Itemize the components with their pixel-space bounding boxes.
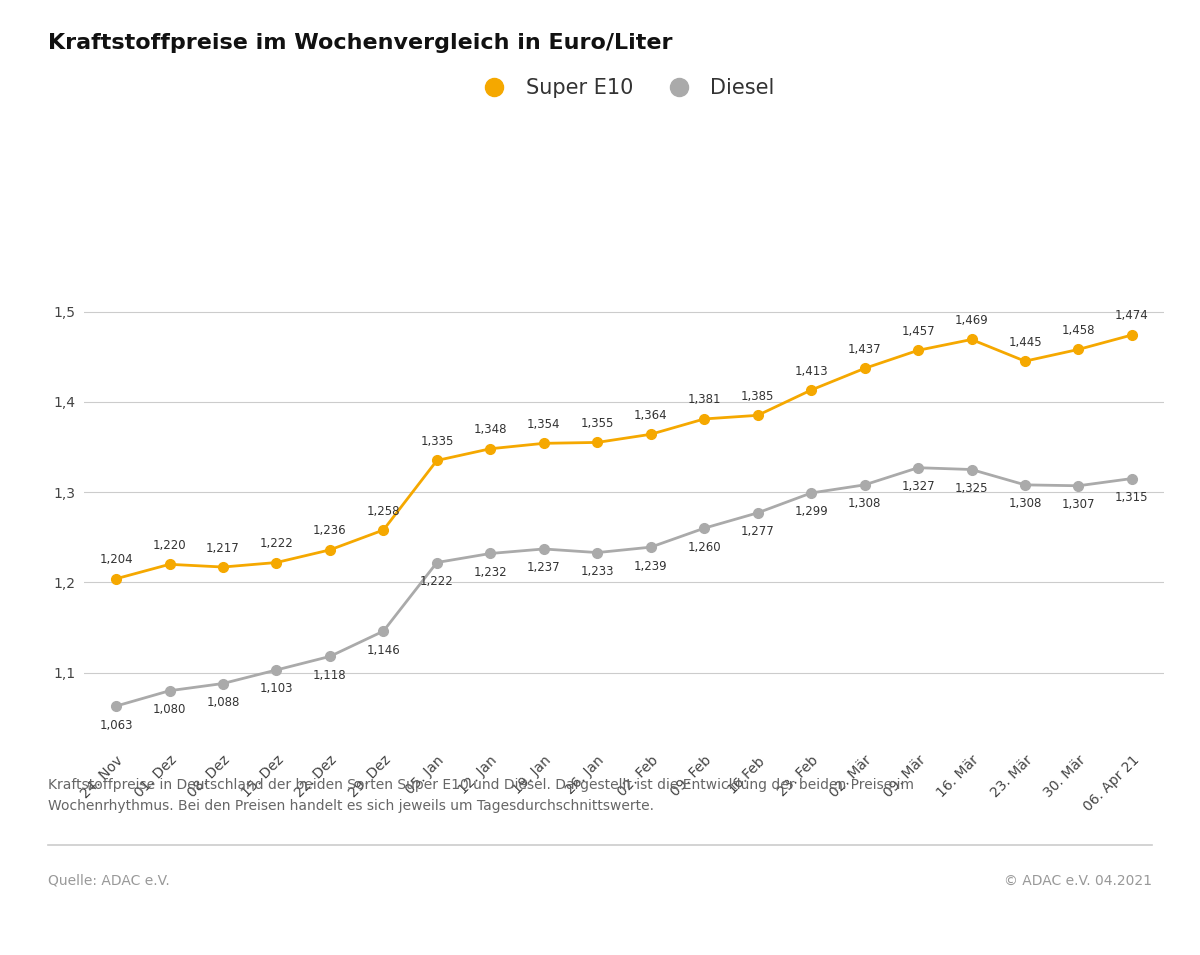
Text: 1,237: 1,237 — [527, 562, 560, 575]
Text: 1,355: 1,355 — [581, 417, 614, 430]
Text: 1,308: 1,308 — [848, 498, 881, 510]
Legend: Super E10, Diesel: Super E10, Diesel — [466, 70, 782, 107]
Text: 1,103: 1,103 — [259, 683, 293, 695]
Text: 1,364: 1,364 — [634, 409, 667, 422]
Text: 1,354: 1,354 — [527, 418, 560, 431]
Text: 1,413: 1,413 — [794, 365, 828, 377]
Text: 1,381: 1,381 — [688, 393, 721, 407]
Text: Kraftstoffpreise in Deutschland der beiden Sorten Super E10 und Diesel. Dargeste: Kraftstoffpreise in Deutschland der beid… — [48, 778, 914, 793]
Text: 1,348: 1,348 — [474, 423, 508, 436]
Text: 1,260: 1,260 — [688, 541, 721, 554]
Text: 1,469: 1,469 — [955, 314, 989, 327]
Text: 1,385: 1,385 — [740, 390, 774, 403]
Text: 1,258: 1,258 — [367, 504, 400, 518]
Text: 1,063: 1,063 — [100, 718, 133, 732]
Text: Wochenrhythmus. Bei den Preisen handelt es sich jeweils um Tagesdurchschnittswer: Wochenrhythmus. Bei den Preisen handelt … — [48, 799, 654, 814]
Text: Kraftstoffpreise im Wochenvergleich in Euro/Liter: Kraftstoffpreise im Wochenvergleich in E… — [48, 33, 672, 53]
Text: 1,204: 1,204 — [100, 553, 133, 566]
Text: 1,217: 1,217 — [206, 541, 240, 555]
Text: 1,080: 1,080 — [152, 703, 186, 716]
Text: 1,088: 1,088 — [206, 696, 240, 709]
Text: 1,474: 1,474 — [1115, 309, 1148, 323]
Text: 1,232: 1,232 — [474, 566, 508, 579]
Text: 1,307: 1,307 — [1062, 499, 1096, 511]
Text: 1,299: 1,299 — [794, 505, 828, 519]
Text: 1,445: 1,445 — [1008, 335, 1042, 349]
Text: 1,308: 1,308 — [1008, 498, 1042, 510]
Text: 1,437: 1,437 — [847, 343, 882, 356]
Text: 1,146: 1,146 — [366, 644, 401, 657]
Text: 1,233: 1,233 — [581, 565, 614, 578]
Text: 1,457: 1,457 — [901, 325, 935, 338]
Text: 1,315: 1,315 — [1115, 491, 1148, 504]
Text: © ADAC e.V. 04.2021: © ADAC e.V. 04.2021 — [1004, 874, 1152, 888]
Text: 1,327: 1,327 — [901, 480, 935, 493]
Text: 1,118: 1,118 — [313, 668, 347, 682]
Text: Quelle: ADAC e.V.: Quelle: ADAC e.V. — [48, 874, 169, 888]
Text: 1,458: 1,458 — [1062, 324, 1096, 337]
Text: 1,335: 1,335 — [420, 435, 454, 448]
Text: 1,277: 1,277 — [740, 525, 774, 539]
Text: 1,236: 1,236 — [313, 524, 347, 538]
Text: 1,222: 1,222 — [420, 575, 454, 588]
Text: 1,239: 1,239 — [634, 560, 667, 573]
Text: 1,220: 1,220 — [152, 539, 186, 552]
Text: 1,222: 1,222 — [259, 537, 293, 550]
Text: 1,325: 1,325 — [955, 482, 989, 495]
